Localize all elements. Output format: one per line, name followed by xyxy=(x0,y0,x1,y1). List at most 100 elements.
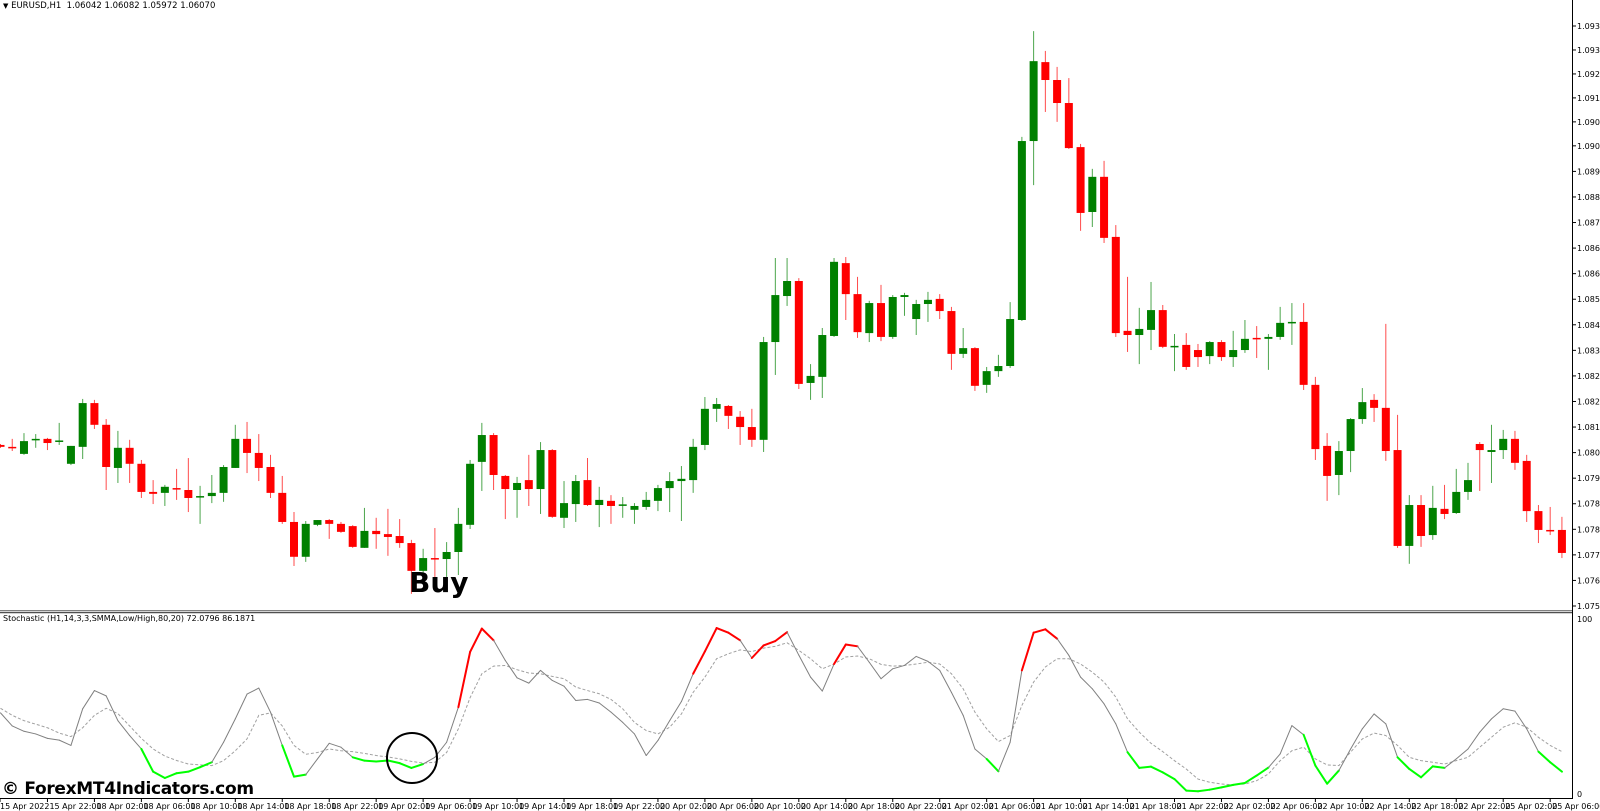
time-tick-label: 25 Apr 06:00 xyxy=(1552,802,1600,811)
time-tick-label: 21 Apr 14:00 xyxy=(1083,802,1135,811)
candle-body xyxy=(501,475,510,490)
main-line-segment xyxy=(516,677,530,684)
candle xyxy=(1428,485,1437,540)
main-line-segment xyxy=(340,746,354,758)
candle-body xyxy=(1522,460,1531,512)
candle xyxy=(1346,418,1355,473)
main-line-segment xyxy=(974,748,988,760)
candle-body xyxy=(1205,342,1214,357)
main-line-segment xyxy=(246,687,260,695)
candle xyxy=(1264,334,1273,370)
oversold-segment xyxy=(140,747,155,773)
triangle-down-icon[interactable]: ▼ xyxy=(3,2,9,10)
oversold-segment xyxy=(1173,778,1188,792)
candle xyxy=(1452,468,1461,514)
candle-body xyxy=(66,445,75,464)
candle-body xyxy=(1299,321,1308,385)
candle-body xyxy=(1464,480,1472,492)
oversold-segment xyxy=(163,772,178,780)
candle xyxy=(513,476,522,518)
candle-body xyxy=(8,446,17,449)
main-line-segment xyxy=(880,668,894,680)
oversold-segment xyxy=(1326,769,1340,785)
candle xyxy=(372,517,381,549)
oversold-segment xyxy=(1420,765,1434,779)
main-line-segment xyxy=(821,663,835,692)
candle xyxy=(477,422,486,491)
main-line-segment xyxy=(258,687,272,713)
overbought-segment xyxy=(480,627,495,642)
time-tick-label: 15 Apr 2022 xyxy=(0,802,49,811)
candle-body xyxy=(1475,443,1484,451)
candle xyxy=(1405,495,1414,564)
oversold-segment xyxy=(1196,788,1211,793)
overbought-segment xyxy=(833,643,847,666)
candle xyxy=(1487,424,1496,483)
candle xyxy=(970,347,979,391)
main-line-segment xyxy=(58,739,72,746)
candle xyxy=(888,295,897,339)
price-tick-label: 1.08765 xyxy=(1577,219,1600,228)
main-line-segment xyxy=(540,669,553,681)
candle xyxy=(724,404,733,429)
candle-body xyxy=(689,446,698,481)
candle-body xyxy=(31,438,40,441)
candle-body xyxy=(1158,310,1167,347)
oversold-segment xyxy=(1408,767,1423,779)
main-line-segment xyxy=(129,735,142,750)
candle xyxy=(1440,484,1449,520)
time-tick-label: 22 Apr 06:00 xyxy=(1270,802,1322,811)
candle xyxy=(360,507,369,548)
oversold-segment xyxy=(1537,750,1552,764)
main-line-segment xyxy=(46,737,60,741)
candle-body xyxy=(947,311,956,354)
candle xyxy=(313,520,322,527)
candle-body xyxy=(1017,141,1026,320)
candle-body xyxy=(219,466,228,493)
main-line-segment xyxy=(70,708,84,746)
main-line-segment xyxy=(857,645,870,663)
main-line-segment xyxy=(1091,688,1105,705)
candle-body xyxy=(970,348,979,386)
main-line-segment xyxy=(305,758,318,776)
candle xyxy=(149,480,158,505)
main-line-segment xyxy=(892,664,905,670)
candle-body xyxy=(630,505,639,510)
candle xyxy=(348,525,357,548)
candle xyxy=(31,434,40,448)
oversold-segment xyxy=(363,759,378,763)
candle xyxy=(1006,302,1015,368)
candle xyxy=(501,474,510,520)
candle xyxy=(1311,376,1320,460)
candle-body xyxy=(477,435,486,462)
time-tick-label: 21 Apr 22:00 xyxy=(1177,802,1229,811)
candle xyxy=(994,354,1003,377)
oversold-segment xyxy=(1150,765,1164,774)
time-tick-label: 20 Apr 06:00 xyxy=(707,802,759,811)
candle xyxy=(243,421,252,474)
main-line-segment xyxy=(551,679,565,687)
symbol-info: EURUSD,H1 1.06042 1.06082 1.05972 1.0607… xyxy=(11,1,216,11)
candle xyxy=(1299,303,1308,390)
oversold-segment xyxy=(410,763,425,769)
candle-body xyxy=(1557,529,1566,553)
candle xyxy=(806,364,815,400)
candle-body xyxy=(113,447,122,468)
candle-body xyxy=(783,281,792,297)
candle xyxy=(219,465,228,502)
candle-body xyxy=(278,492,287,522)
price-tick-label: 1.08205 xyxy=(1577,397,1600,406)
price-tick-label: 1.08125 xyxy=(1577,423,1600,432)
candle xyxy=(90,399,99,429)
candlestick-series xyxy=(0,31,1566,594)
main-line-segment xyxy=(810,676,823,692)
time-tick-label: 18 Apr 02:00 xyxy=(96,802,148,811)
candle-body xyxy=(1193,350,1202,358)
candle-body xyxy=(184,490,193,498)
candle xyxy=(1534,505,1543,544)
candle-body xyxy=(665,481,674,489)
main-line-segment xyxy=(82,690,95,710)
candle-body xyxy=(524,480,533,490)
candle-body xyxy=(595,499,604,506)
candle-body xyxy=(313,520,322,525)
